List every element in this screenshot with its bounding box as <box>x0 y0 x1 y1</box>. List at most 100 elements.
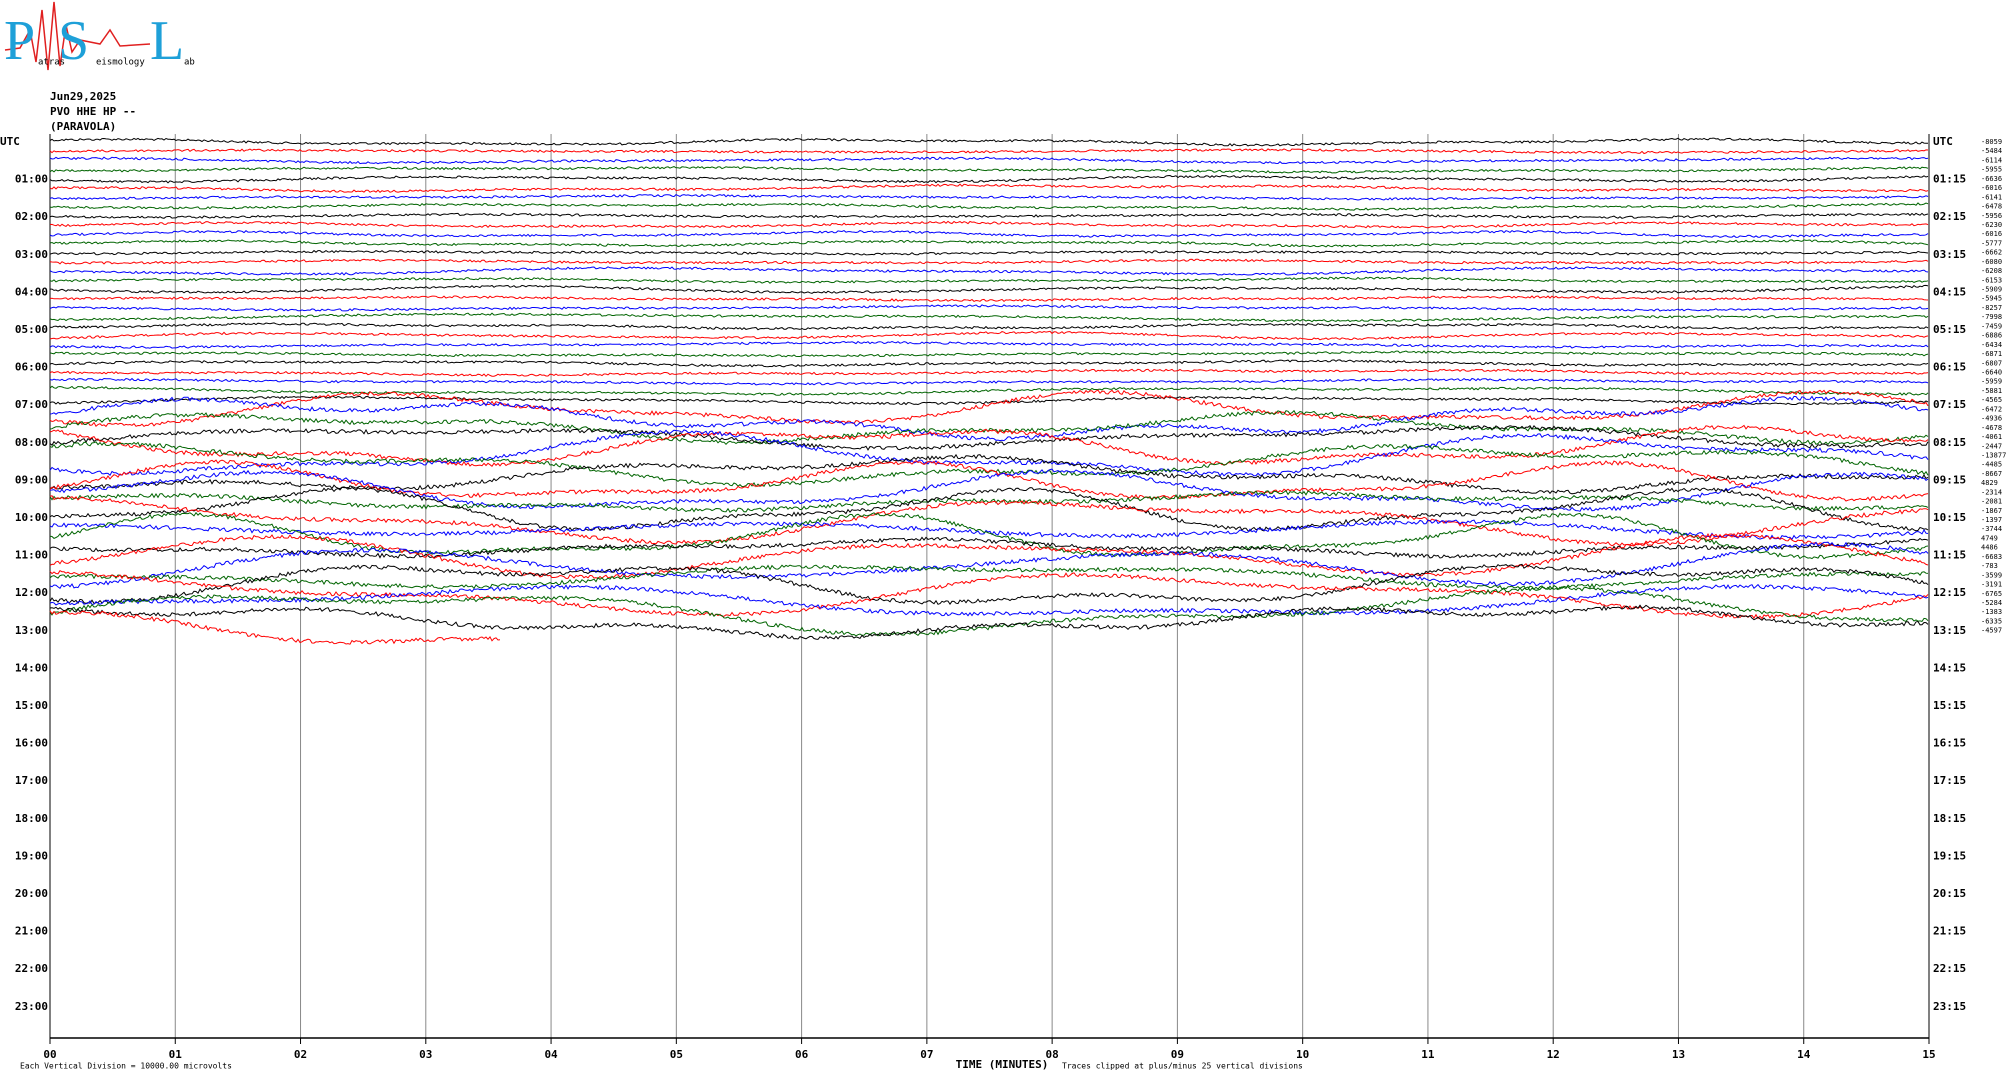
trace-offset: -6478 <box>1981 203 2002 211</box>
trace-offset: -6765 <box>1981 590 2002 598</box>
trace-offset: -5945 <box>1981 295 2002 303</box>
trace <box>49 249 1929 256</box>
hour-label: 06:15 <box>1933 361 1966 374</box>
note: Each Vertical Division = 10000.00 microv… <box>20 1062 232 1071</box>
trace <box>49 330 1929 341</box>
trace <box>49 148 1929 155</box>
logo-word: atras <box>38 58 65 68</box>
hour-label: 21:15 <box>1933 925 1966 938</box>
hour-label: 23:15 <box>1933 1000 1966 1013</box>
trace-offset: -6662 <box>1981 249 2002 257</box>
trace-offset: -8667 <box>1981 470 2002 478</box>
hour-label: 12:00 <box>15 586 48 599</box>
trace <box>49 166 1929 174</box>
trace <box>49 583 1929 617</box>
trace <box>49 536 1929 559</box>
x-tick-label: 01 <box>169 1048 183 1061</box>
trace-offset: 4749 <box>1981 534 1998 542</box>
hour-label: 14:00 <box>15 661 48 674</box>
x-tick-label: 12 <box>1547 1048 1560 1061</box>
hour-label: 04:00 <box>15 285 48 298</box>
hour-label: 02:15 <box>1933 210 1966 223</box>
trace-offset: -3599 <box>1981 571 2002 579</box>
x-tick-label: 09 <box>1171 1048 1184 1061</box>
trace <box>49 340 1929 349</box>
hour-label: 22:00 <box>15 962 48 975</box>
hour-label: 13:15 <box>1933 624 1966 637</box>
trace-offset: -6636 <box>1981 175 2002 183</box>
hour-label: 17:00 <box>15 774 48 787</box>
hour-label: 03:15 <box>1933 248 1966 261</box>
trace <box>49 385 1929 396</box>
trace <box>49 395 1929 406</box>
trace <box>49 389 1929 428</box>
hour-label: 09:00 <box>15 473 48 486</box>
hour-label: 07:15 <box>1933 398 1966 411</box>
trace <box>49 453 1929 495</box>
trace-offset: -5959 <box>1981 378 2002 386</box>
hour-label: 14:15 <box>1933 661 1966 674</box>
trace-offset: -6230 <box>1981 221 2002 229</box>
trace-offset: -4678 <box>1981 424 2002 432</box>
trace-offset: -6141 <box>1981 193 2002 201</box>
trace-offset: -6472 <box>1981 405 2002 413</box>
hour-label: 18:15 <box>1933 812 1966 825</box>
trace-offset: -5881 <box>1981 387 2002 395</box>
trace <box>49 424 1929 451</box>
trace <box>49 312 1929 323</box>
hour-label: 08:15 <box>1933 436 1966 449</box>
trace-offset: -6208 <box>1981 267 2002 275</box>
trace <box>49 304 1929 312</box>
trace-offset: -1867 <box>1981 507 2002 515</box>
hour-label: 20:15 <box>1933 887 1966 900</box>
trace-offset: -4936 <box>1981 415 2002 423</box>
hour-label: 21:00 <box>15 925 48 938</box>
trace <box>49 495 1929 547</box>
trace <box>49 295 1929 303</box>
trace-offset: -6080 <box>1981 258 2002 266</box>
trace <box>49 489 1929 513</box>
trace <box>49 183 1929 193</box>
trace-offset: -3191 <box>1981 581 2002 589</box>
hour-label: 04:15 <box>1933 285 1966 298</box>
logo-letter: L <box>150 10 184 72</box>
trace <box>49 276 1929 284</box>
trace-offset: -6114 <box>1981 156 2002 164</box>
trace-offset: -8257 <box>1981 304 2002 312</box>
hour-label: 19:15 <box>1933 849 1966 862</box>
x-tick-label: 13 <box>1672 1048 1685 1061</box>
trace-offset: -783 <box>1981 562 1998 570</box>
trace-offset: -3744 <box>1981 525 2002 533</box>
trace-offset: -6016 <box>1981 230 2002 238</box>
trace <box>49 486 1929 532</box>
trace <box>49 541 1929 590</box>
trace <box>49 202 1929 211</box>
trace <box>49 377 1929 386</box>
logo-letter: P <box>4 10 35 72</box>
hour-label: 20:00 <box>15 887 48 900</box>
hour-label: 09:15 <box>1933 473 1966 486</box>
trace <box>49 610 501 645</box>
trace <box>49 220 1929 229</box>
trace-offset: -5909 <box>1981 286 2002 294</box>
trace-offset: -6683 <box>1981 553 2002 561</box>
trace <box>49 604 1929 640</box>
trace-offset: 4486 <box>1981 544 1998 552</box>
hour-label: 15:15 <box>1933 699 1966 712</box>
x-tick-label: 07 <box>920 1048 933 1061</box>
x-tick-label: 02 <box>294 1048 307 1061</box>
trace-offset: 4829 <box>1981 479 1998 487</box>
trace <box>49 368 1929 378</box>
trace <box>50 284 1929 294</box>
hour-label: 02:00 <box>15 210 48 223</box>
x-tick-label: 06 <box>795 1048 809 1061</box>
trace <box>49 266 1929 276</box>
trace <box>49 174 1929 184</box>
trace-offset: -4061 <box>1981 433 2002 441</box>
trace <box>49 468 1929 512</box>
trace <box>49 322 1929 331</box>
logo-word: eismology <box>96 58 145 68</box>
trace-offset: -13877 <box>1981 451 2006 459</box>
trace-offset: -6886 <box>1981 332 2002 340</box>
